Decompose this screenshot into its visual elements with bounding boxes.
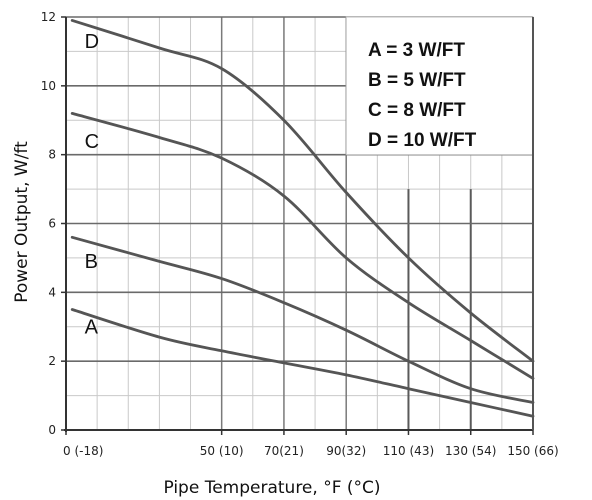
y-tick-label: 6	[48, 217, 56, 231]
curves	[70, 19, 535, 418]
curve-label-a: A	[85, 317, 99, 339]
legend-entry: C = 8 W/FT	[368, 100, 466, 121]
x-axis-title: Pipe Temperature, °F (°C)	[163, 478, 380, 498]
x-tick-label: 0 (-18)	[63, 444, 103, 458]
y-tick-label: 0	[48, 423, 56, 437]
curve-labels: A B C D	[85, 31, 99, 339]
curve-label-d: D	[85, 31, 99, 53]
x-tick-label: 110 (43)	[383, 444, 434, 458]
y-axis-title: Power Output, W/ft	[12, 141, 32, 303]
series-line-c	[70, 112, 535, 380]
series-line-b	[70, 235, 535, 404]
legend-entries: A = 3 W/FT B = 5 W/FT C = 8 W/FT D = 10 W/F…	[368, 40, 477, 151]
curve-label-c: C	[85, 131, 99, 153]
series-line-a	[70, 308, 535, 418]
legend-entry: A = 3 W/FT	[368, 40, 465, 61]
x-tick-label: 90(32)	[326, 444, 366, 458]
y-tick-labels: 0 2 4 6 8 10 12	[41, 10, 66, 437]
series-line-d	[70, 19, 535, 363]
x-tick-label: 130 (54)	[445, 444, 496, 458]
x-tick-label: 50 (10)	[200, 444, 244, 458]
x-tick-labels: 0 (-18) 50 (10) 70(21) 90(32) 110 (43) 130 (5…	[63, 430, 559, 458]
x-tick-label: 150 (66)	[507, 444, 558, 458]
y-tick-label: 10	[41, 79, 56, 93]
y-tick-label: 2	[48, 354, 56, 368]
legend-entry: B = 5 W/FT	[368, 70, 466, 91]
legend-box	[345, 16, 534, 156]
x-tick-label: 70(21)	[264, 444, 304, 458]
curve-label-b: B	[85, 251, 98, 273]
y-tick-label: 8	[48, 148, 56, 162]
y-tick-label: 12	[41, 10, 56, 24]
y-tick-label: 4	[48, 285, 56, 299]
legend-panel	[345, 16, 534, 156]
legend-entry: D = 10 W/FT	[368, 130, 477, 151]
